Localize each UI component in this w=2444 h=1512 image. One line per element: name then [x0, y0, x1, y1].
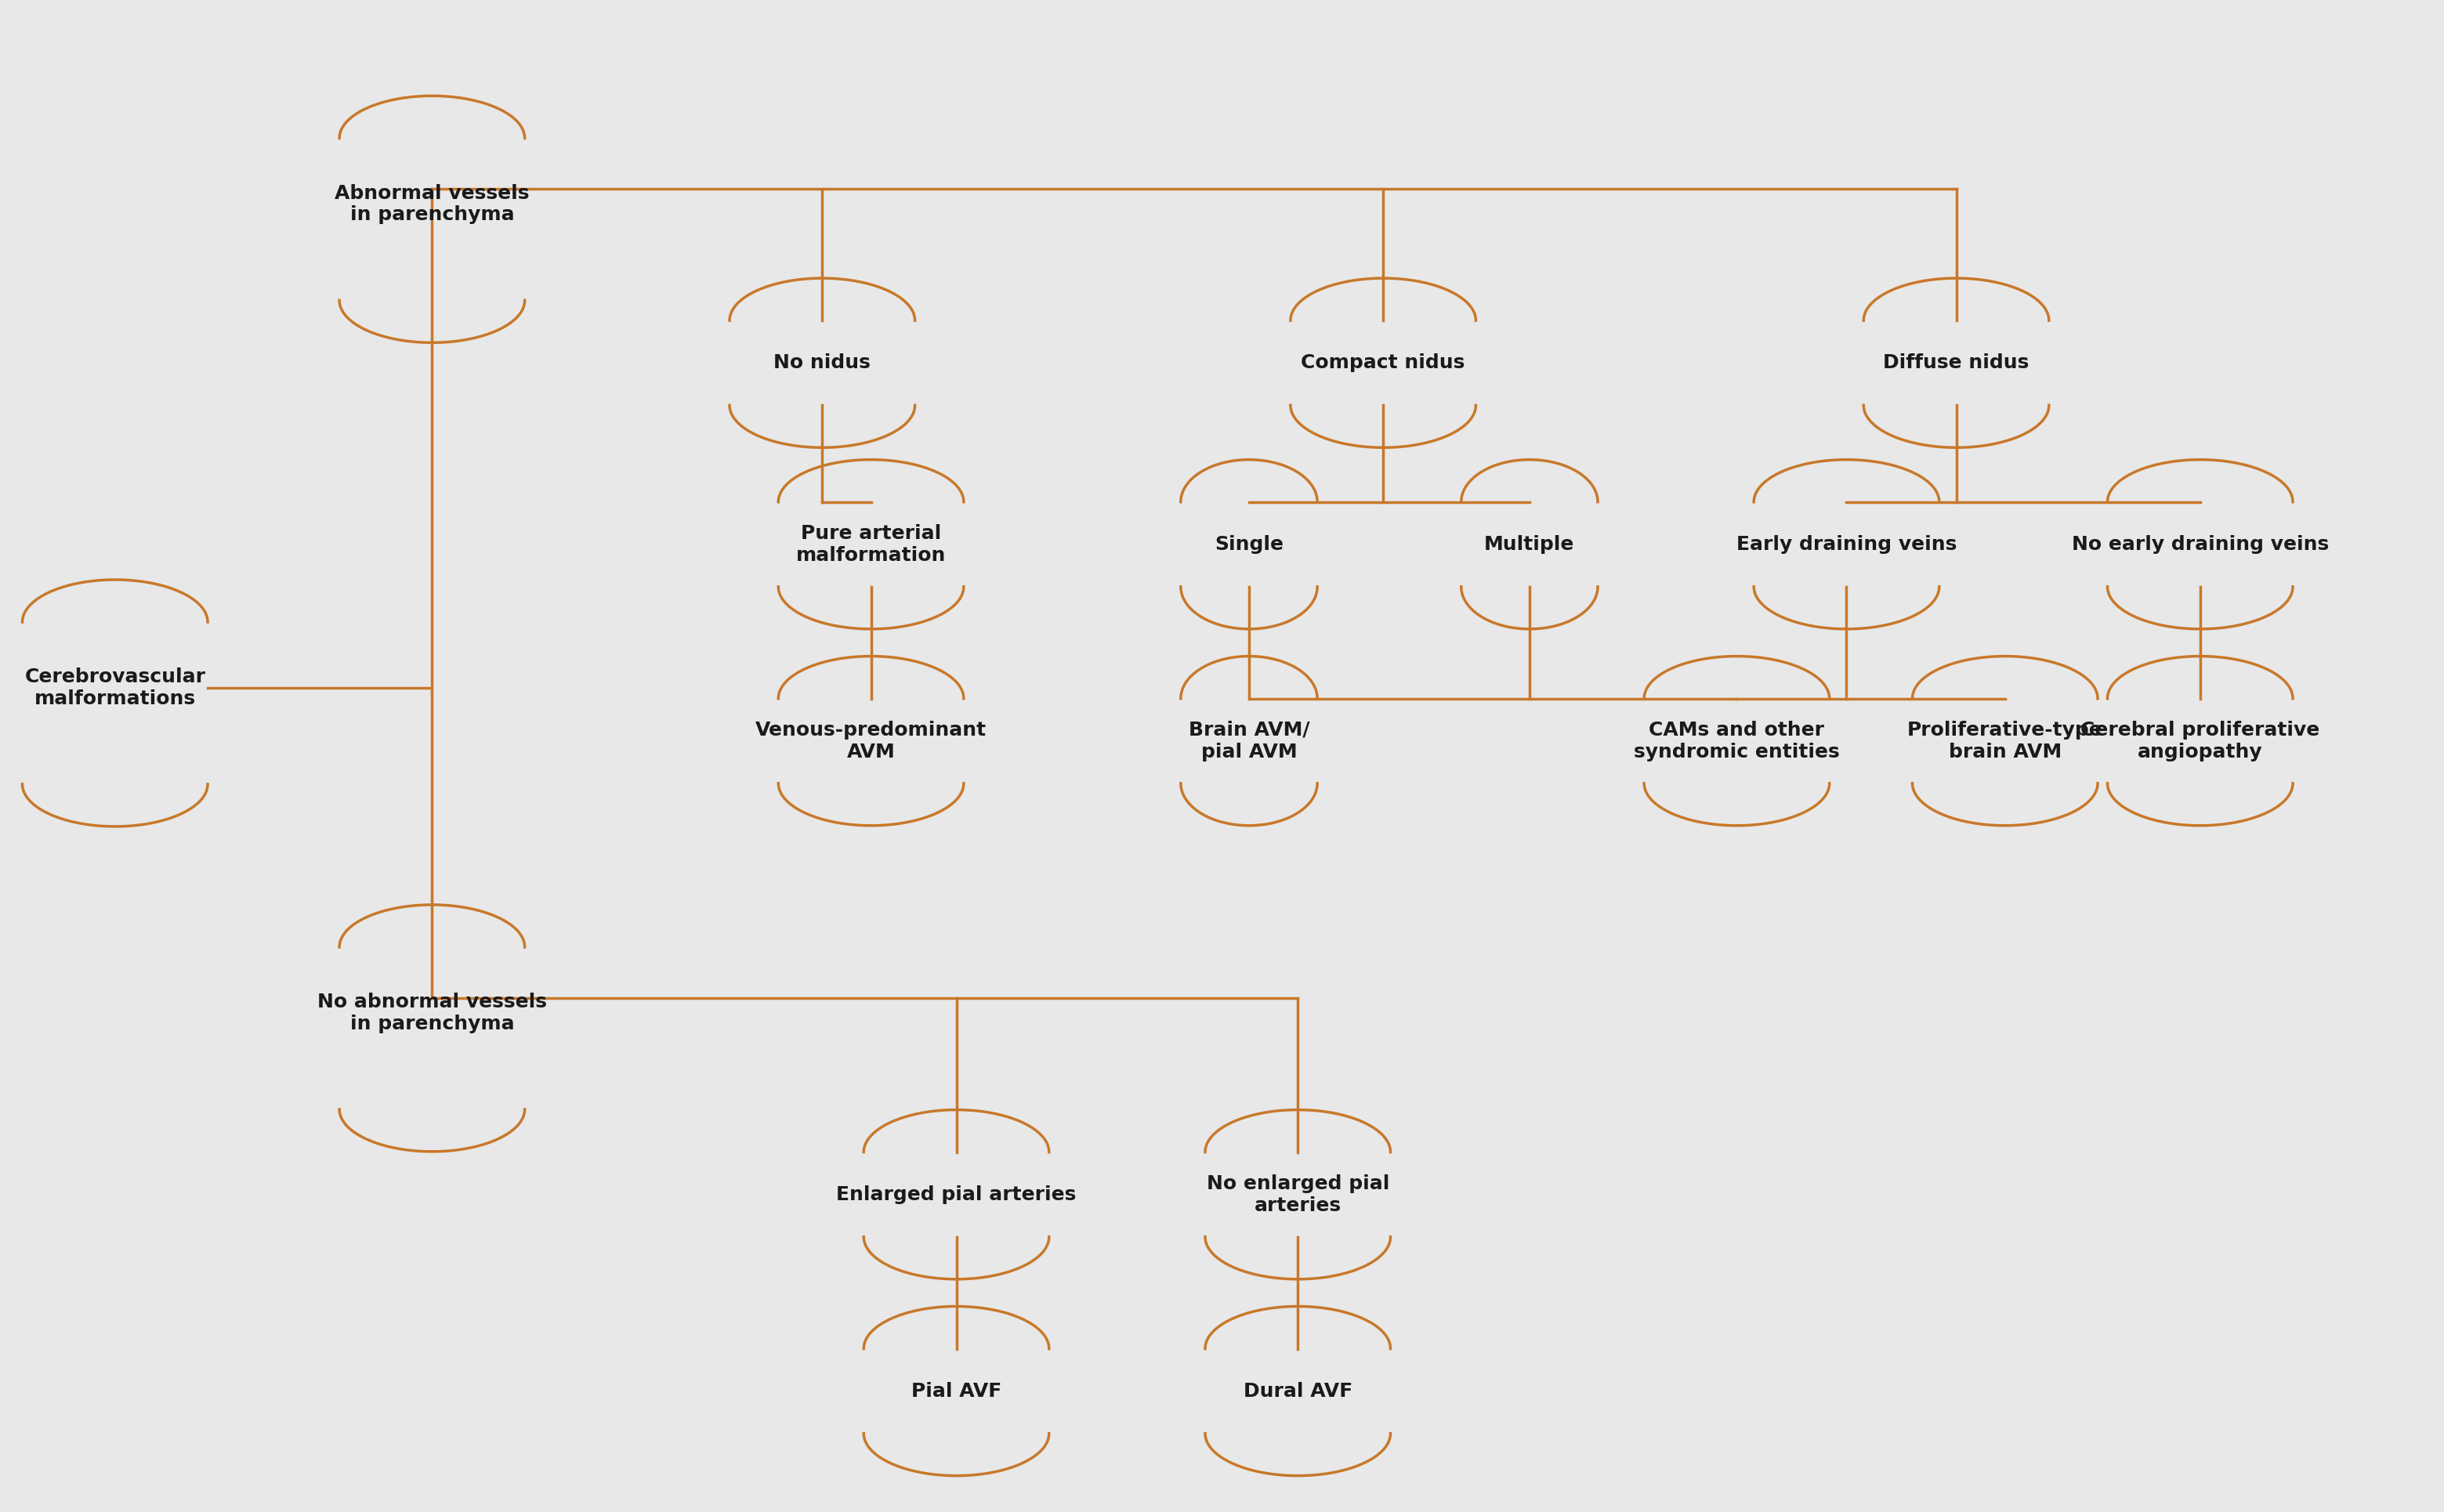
Text: Brain AVM/
pial AVM: Brain AVM/ pial AVM [1188, 721, 1310, 761]
Text: Compact nidus: Compact nidus [1300, 354, 1466, 372]
Text: Pure arterial
malformation: Pure arterial malformation [797, 525, 946, 564]
Text: Early draining veins: Early draining veins [1735, 535, 1958, 553]
Text: Venous-predominant
AVM: Venous-predominant AVM [755, 721, 987, 761]
Text: No abnormal vessels
in parenchyma: No abnormal vessels in parenchyma [318, 993, 547, 1033]
Text: Dural AVF: Dural AVF [1244, 1382, 1352, 1400]
Text: Abnormal vessels
in parenchyma: Abnormal vessels in parenchyma [335, 184, 530, 224]
Text: Multiple: Multiple [1484, 535, 1574, 553]
Text: Diffuse nidus: Diffuse nidus [1884, 354, 2029, 372]
Text: CAMs and other
syndromic entities: CAMs and other syndromic entities [1635, 721, 1840, 761]
Text: Pial AVF: Pial AVF [912, 1382, 1002, 1400]
Text: No enlarged pial
arteries: No enlarged pial arteries [1207, 1175, 1388, 1214]
Text: No early draining veins: No early draining veins [2073, 535, 2329, 553]
Text: Cerebral proliferative
angiopathy: Cerebral proliferative angiopathy [2080, 721, 2319, 761]
Text: Proliferative-type
brain AVM: Proliferative-type brain AVM [1906, 721, 2102, 761]
Text: Cerebrovascular
malformations: Cerebrovascular malformations [24, 668, 205, 708]
Text: Enlarged pial arteries: Enlarged pial arteries [836, 1185, 1075, 1204]
Text: Single: Single [1215, 535, 1283, 553]
Text: No nidus: No nidus [775, 354, 870, 372]
